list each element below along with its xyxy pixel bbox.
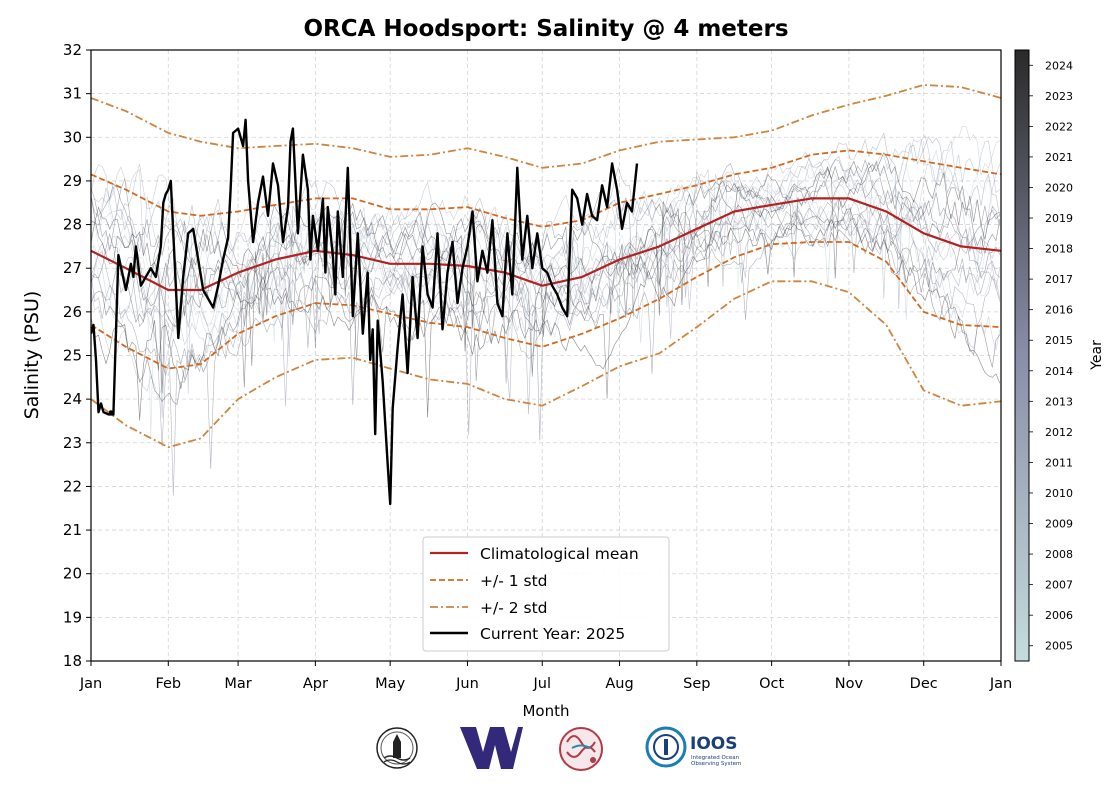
historical-year-traces: [91, 126, 1001, 496]
series-2-std: [91, 280, 1001, 449]
colorbar-label: Year: [1089, 340, 1105, 371]
y-tick-label: 25: [63, 347, 82, 365]
x-tick-label: Oct: [759, 676, 784, 692]
y-tick-label: 20: [63, 565, 82, 583]
chart-title: ORCA Hoodsport: Salinity @ 4 meters: [303, 16, 788, 42]
y-tick-label: 29: [63, 172, 82, 190]
historical-year-trace: [91, 175, 1001, 382]
colorbar-tick-label: 2005: [1045, 640, 1073, 653]
historical-year-trace: [91, 204, 1001, 406]
colorbar-tick-label: 2018: [1045, 243, 1073, 256]
colorbar-tick-label: 2013: [1045, 395, 1073, 408]
colorbar-tick-label: 2012: [1045, 426, 1073, 439]
y-tick-label: 23: [63, 434, 82, 452]
legend-label-std1: +/- 1 std: [480, 572, 548, 590]
historical-year-trace: [91, 152, 1000, 394]
y-tick-label: 31: [63, 85, 82, 103]
colorbar-tick-label: 2007: [1045, 579, 1073, 592]
colorbar-tick-label: 2008: [1045, 548, 1073, 561]
y-tick-label: 32: [63, 41, 82, 59]
colorbar-tick-label: 2024: [1045, 59, 1073, 72]
nanoos-logo: [559, 727, 603, 771]
x-tick-label: Dec: [910, 676, 938, 692]
colorbar-tick-label: 2016: [1045, 304, 1073, 317]
series-1-std: [91, 241, 1001, 370]
legend-label-mean: Climatological mean: [480, 545, 639, 563]
colorbar-tick-label: 2022: [1045, 120, 1073, 133]
x-tick-label: Jan: [989, 676, 1012, 692]
colorbar-tick-label: 2015: [1045, 334, 1073, 347]
svg-text:IOOS: IOOS: [690, 734, 737, 754]
y-tick-label: 22: [63, 477, 82, 495]
legend-box: [422, 536, 670, 652]
y-tick-label: 18: [63, 652, 82, 670]
legend: Climatological mean +/- 1 std +/- 2 std …: [422, 536, 670, 652]
colorbar-tick-label: 2010: [1045, 487, 1073, 500]
colorbar-tick-label: 2019: [1045, 212, 1073, 225]
colorbar-tick-label: 2014: [1045, 365, 1073, 378]
historical-year-trace: [91, 208, 1001, 421]
svg-text:Observing System: Observing System: [691, 761, 741, 767]
x-tick-label: Apr: [303, 676, 328, 692]
y-tick-label: 24: [63, 390, 82, 408]
x-tick-label: May: [375, 676, 405, 692]
x-axis-label: Month: [522, 702, 569, 720]
colorbar-tick-label: 2009: [1045, 518, 1073, 531]
year-colorbar: 2005 2006 2007 2008 2009 2010 2011 2012 2013 2014…: [1014, 49, 1105, 662]
y-tick-label: 26: [63, 303, 82, 321]
y-axis-label: Salinity (PSU): [21, 291, 43, 420]
uw-logo: [460, 727, 523, 769]
historical-year-trace: [91, 138, 1001, 395]
historical-year-trace: [91, 132, 1001, 309]
series-1-std: [91, 149, 1001, 228]
y-tick-label: 28: [63, 216, 82, 234]
colorbar-gradient: [1014, 49, 1030, 662]
x-tick-label: Nov: [835, 676, 864, 692]
series-layer: [91, 84, 1001, 506]
series-2-std: [91, 84, 1001, 169]
historical-year-trace: [91, 197, 1001, 377]
x-tick-label: Jan: [79, 676, 102, 692]
colorbar-tick-label: 2023: [1045, 90, 1073, 103]
logo-row: IOOS Integrated Ocean Observing System: [376, 726, 741, 771]
x-tick-label: Jun: [455, 676, 479, 692]
svg-text:Integrated Ocean: Integrated Ocean: [691, 755, 740, 761]
historical-year-trace: [91, 126, 1000, 326]
x-tick-label: Feb: [155, 676, 181, 692]
historical-year-trace: [91, 134, 1000, 307]
x-tick-label: Sep: [683, 676, 710, 692]
x-tick-label: Mar: [224, 676, 251, 692]
colorbar-tick-label: 2011: [1045, 456, 1073, 469]
legend-label-std2: +/- 2 std: [480, 599, 548, 617]
x-tick-label: Jul: [533, 676, 552, 692]
y-axis: 18 19 20 21 22 23 24 25 26 27 28 29 30 31 32: [63, 41, 91, 670]
y-tick-label: 21: [63, 521, 82, 539]
legend-label-current: Current Year: 2025: [480, 625, 625, 643]
orca-buoy-logo: [376, 727, 418, 769]
y-tick-label: 30: [63, 128, 82, 146]
current-year-point: [108, 410, 113, 415]
historical-year-trace: [91, 196, 1001, 469]
series-climatological-mean: [91, 197, 1001, 292]
colorbar-tick-label: 2021: [1045, 151, 1073, 164]
x-tick-label: Aug: [605, 676, 633, 692]
y-tick-label: 19: [63, 608, 82, 626]
historical-year-trace: [91, 160, 1001, 388]
colorbar-tick-label: 2020: [1045, 181, 1073, 194]
colorbar-tick-label: 2017: [1045, 273, 1073, 286]
colorbar-tick-label: 2006: [1045, 609, 1073, 622]
ioos-logo: IOOS Integrated Ocean Observing System: [645, 726, 741, 768]
series-current-year-2025: [91, 118, 639, 506]
x-axis: Jan Feb Mar Apr May Jun Jul Aug Sep Oct Nov Dec Jan: [79, 661, 1012, 692]
y-tick-label: 27: [63, 259, 82, 277]
